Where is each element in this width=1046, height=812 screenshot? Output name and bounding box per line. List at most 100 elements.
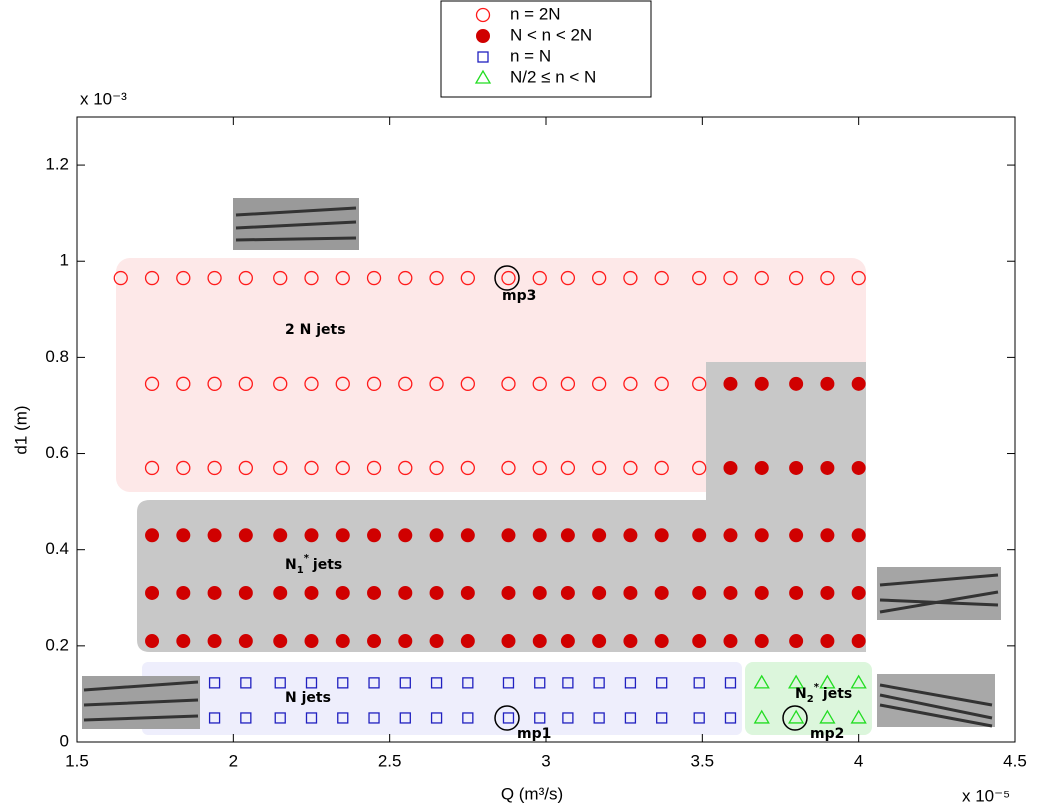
y-tick-label: 0.6 [45,443,69,462]
y-multiplier: x 10⁻³ [80,89,127,108]
point [655,635,668,648]
point [561,635,574,648]
point [336,635,349,648]
point [336,529,349,542]
point [755,586,768,599]
legend-label: n = 2N [510,4,561,23]
point [305,635,318,648]
point [755,635,768,648]
annotation: 2 [807,694,814,705]
point [368,635,381,648]
point [177,635,190,648]
point [755,461,768,474]
annotation: 2 N jets [285,322,346,338]
point [655,529,668,542]
point [368,529,381,542]
region-n [142,662,742,735]
point [755,377,768,390]
point [430,586,443,599]
point [624,586,637,599]
point [533,586,546,599]
photo [877,567,1001,620]
point [461,529,474,542]
x-tick-label: 3 [541,751,550,770]
x-tick-label: 2.5 [378,751,402,770]
point [461,586,474,599]
annotation: N jets [285,690,331,706]
legend: n = 2NN < n < 2Nn = NN/2 ≤ n < N [441,1,651,97]
point [533,635,546,648]
photo [877,674,995,727]
annotation: 1 [297,565,304,576]
point [502,586,515,599]
annotation: jets [822,686,852,702]
point [399,529,412,542]
annotation: * [814,682,820,693]
point [790,529,803,542]
point [533,529,546,542]
point [239,529,252,542]
x-multiplier: x 10⁻⁵ [962,786,1010,805]
point [430,529,443,542]
point [724,461,737,474]
point [790,586,803,599]
point [430,635,443,648]
point [146,635,159,648]
annotation: jets [312,557,342,573]
point [790,635,803,648]
point [624,529,637,542]
point [852,635,865,648]
point [461,635,474,648]
point [790,377,803,390]
point [693,586,706,599]
legend-label: N < n < 2N [510,25,592,44]
point [274,586,287,599]
point [593,635,606,648]
point [239,586,252,599]
point [502,635,515,648]
point [502,529,515,542]
y-tick-label: 0 [60,731,69,750]
point [177,586,190,599]
point [655,586,668,599]
page: 2 N jets N1*jets N jets N2*jets mp3 mp1 … [0,0,1046,812]
annotation: N2*jets [795,682,852,705]
annotation: mp2 [810,726,844,742]
legend-label: n = N [510,46,551,65]
point [790,461,803,474]
point [821,586,834,599]
point [821,529,834,542]
photo [233,198,359,250]
point [177,529,190,542]
y-axis-label: d1 (m) [11,405,30,454]
point [821,635,834,648]
point [208,586,221,599]
legend-marker [477,30,490,43]
point [305,529,318,542]
point [593,529,606,542]
point [274,635,287,648]
y-tick-label: 0.4 [45,539,69,558]
y-tick-label: 1 [60,251,69,270]
annotation: N [795,686,807,702]
point [305,586,318,599]
point [724,529,737,542]
point [561,529,574,542]
point [208,529,221,542]
x-axis-label: Q (m³/s) [501,784,563,803]
x-tick-label: 2 [229,751,238,770]
point [724,586,737,599]
point [368,586,381,599]
annotation: N1*jets [285,553,342,576]
photo [82,676,200,729]
point [724,377,737,390]
point [624,635,637,648]
point [399,635,412,648]
point [821,377,834,390]
point [693,529,706,542]
annotation: N [285,557,297,573]
point [561,586,574,599]
y-tick-label: 0.2 [45,635,69,654]
point [852,529,865,542]
point [755,529,768,542]
